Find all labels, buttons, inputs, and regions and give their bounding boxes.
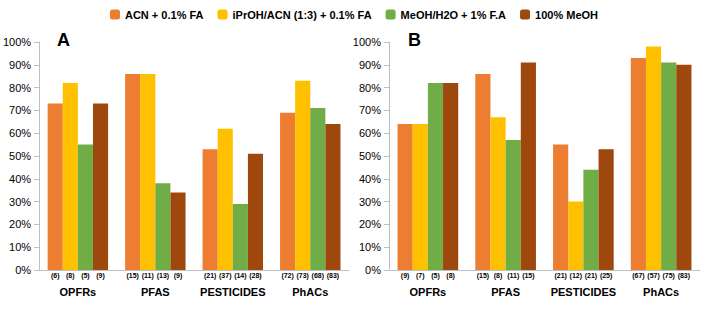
svg-text:20%: 20% bbox=[359, 218, 381, 230]
svg-text:(13): (13) bbox=[157, 272, 169, 280]
svg-text:(5): (5) bbox=[81, 272, 90, 280]
svg-text:30%: 30% bbox=[359, 196, 381, 208]
svg-text:50%: 50% bbox=[9, 150, 31, 162]
svg-text:60%: 60% bbox=[359, 127, 381, 139]
svg-text:(57): (57) bbox=[647, 272, 659, 280]
svg-text:OPFRs: OPFRs bbox=[410, 286, 447, 298]
svg-text:100%: 100% bbox=[353, 36, 381, 48]
svg-text:(15): (15) bbox=[126, 272, 138, 280]
svg-text:(12): (12) bbox=[570, 272, 582, 280]
svg-text:(67): (67) bbox=[632, 272, 644, 280]
svg-text:(9): (9) bbox=[96, 272, 105, 280]
svg-text:(73): (73) bbox=[296, 272, 308, 280]
svg-text:40%: 40% bbox=[9, 173, 31, 185]
svg-text:100% MeOH: 100% MeOH bbox=[535, 9, 598, 21]
svg-text:A: A bbox=[57, 30, 70, 50]
svg-text:(25): (25) bbox=[600, 272, 612, 280]
svg-text:(83): (83) bbox=[678, 272, 690, 280]
svg-text:90%: 90% bbox=[9, 59, 31, 71]
svg-text:(28): (28) bbox=[249, 272, 261, 280]
svg-text:(8): (8) bbox=[66, 272, 75, 280]
svg-text:70%: 70% bbox=[9, 104, 31, 116]
svg-text:(83): (83) bbox=[327, 272, 339, 280]
svg-text:(8): (8) bbox=[494, 272, 503, 280]
svg-text:(15): (15) bbox=[522, 272, 534, 280]
svg-text:iPrOH/ACN (1:3) + 0.1% FA: iPrOH/ACN (1:3) + 0.1% FA bbox=[233, 9, 372, 21]
svg-text:(7): (7) bbox=[416, 272, 425, 280]
svg-text:(9): (9) bbox=[174, 272, 183, 280]
svg-text:(5): (5) bbox=[431, 272, 440, 280]
svg-text:30%: 30% bbox=[9, 196, 31, 208]
svg-text:PhACs: PhACs bbox=[643, 286, 679, 298]
svg-text:PFAS: PFAS bbox=[491, 286, 520, 298]
svg-text:(21): (21) bbox=[554, 272, 566, 280]
svg-text:(75): (75) bbox=[662, 272, 674, 280]
svg-text:ACN + 0.1% FA: ACN + 0.1% FA bbox=[125, 9, 204, 21]
svg-text:(14): (14) bbox=[234, 272, 246, 280]
svg-text:OPFRs: OPFRs bbox=[60, 286, 97, 298]
svg-text:(21): (21) bbox=[585, 272, 597, 280]
svg-text:PESTICIDES: PESTICIDES bbox=[200, 286, 265, 298]
svg-text:0%: 0% bbox=[15, 264, 31, 276]
svg-text:0%: 0% bbox=[365, 264, 381, 276]
svg-text:80%: 80% bbox=[9, 82, 31, 94]
svg-text:10%: 10% bbox=[359, 241, 381, 253]
svg-text:(37): (37) bbox=[219, 272, 231, 280]
svg-text:PESTICIDES: PESTICIDES bbox=[551, 286, 616, 298]
svg-text:(72): (72) bbox=[281, 272, 293, 280]
svg-text:(6): (6) bbox=[51, 272, 60, 280]
svg-text:90%: 90% bbox=[359, 59, 381, 71]
svg-text:(9): (9) bbox=[401, 272, 410, 280]
svg-text:PhACs: PhACs bbox=[292, 286, 328, 298]
svg-text:40%: 40% bbox=[359, 173, 381, 185]
svg-text:B: B bbox=[408, 30, 421, 50]
svg-text:10%: 10% bbox=[9, 241, 31, 253]
svg-text:100%: 100% bbox=[3, 36, 31, 48]
svg-text:(8): (8) bbox=[446, 272, 455, 280]
svg-text:(11): (11) bbox=[142, 272, 154, 280]
svg-text:70%: 70% bbox=[359, 104, 381, 116]
svg-text:(11): (11) bbox=[507, 272, 519, 280]
svg-text:60%: 60% bbox=[9, 127, 31, 139]
svg-text:80%: 80% bbox=[359, 82, 381, 94]
svg-text:MeOH/H2O + 1% F.A: MeOH/H2O + 1% F.A bbox=[401, 9, 507, 21]
svg-text:PFAS: PFAS bbox=[141, 286, 170, 298]
svg-text:(15): (15) bbox=[477, 272, 489, 280]
svg-text:(68): (68) bbox=[312, 272, 324, 280]
svg-text:20%: 20% bbox=[9, 218, 31, 230]
svg-text:50%: 50% bbox=[359, 150, 381, 162]
svg-text:(21): (21) bbox=[204, 272, 216, 280]
